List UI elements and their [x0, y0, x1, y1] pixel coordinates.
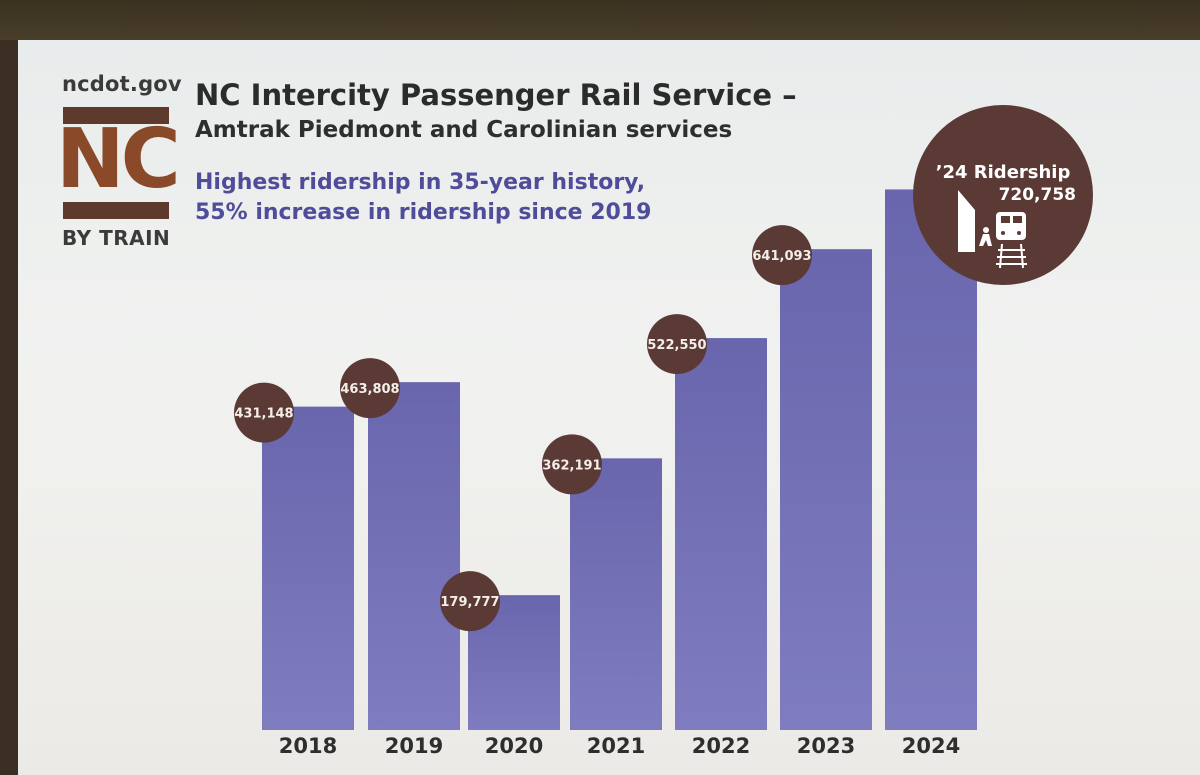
- data-label-bubble: [234, 382, 294, 443]
- data-label-bubble: [340, 358, 400, 419]
- data-label-bubble: [752, 225, 812, 286]
- x-tick-label: 2019: [385, 734, 443, 758]
- highlight-line-1: Highest ridership in 35-year history,: [195, 170, 646, 195]
- logo-bar-top: [63, 107, 169, 124]
- bar-2019: [368, 382, 460, 730]
- train-platform-icon: [958, 190, 1027, 269]
- x-tick-label: 2021: [587, 734, 645, 758]
- ridership-2024-callout: ’24 Ridership 720,758: [913, 105, 1093, 285]
- data-label: 641,093: [752, 249, 811, 264]
- data-label: 362,191: [542, 458, 601, 473]
- chart-title: NC Intercity Passenger Rail Service –: [195, 78, 797, 112]
- top-band: [0, 0, 1200, 45]
- callout-line-1: ’24 Ridership: [936, 162, 1071, 183]
- logo-sub: BY TRAIN: [62, 226, 171, 250]
- data-label: 431,148: [234, 407, 293, 422]
- chart-subtitle: Amtrak Piedmont and Carolinian services: [195, 117, 733, 143]
- data-label: 179,777: [440, 595, 499, 610]
- logo-nc: NC: [56, 112, 181, 207]
- data-label: 522,550: [647, 338, 706, 353]
- data-label-bubble: [440, 571, 500, 632]
- data-label-bubble: [542, 434, 602, 495]
- bar-2022: [675, 338, 767, 730]
- bar-2024: [885, 189, 977, 730]
- x-tick-label: 2022: [692, 734, 750, 758]
- bar-2021: [570, 458, 662, 730]
- x-tick-label: 2020: [485, 734, 543, 758]
- bar-2023: [780, 249, 872, 731]
- data-label-bubble: [647, 314, 707, 375]
- callout-line-2: 720,758: [999, 185, 1076, 205]
- highlight-line-2: 55% increase in ridership since 2019: [195, 200, 652, 225]
- bar-2018: [262, 406, 354, 730]
- brand-site: ncdot.gov: [62, 72, 182, 96]
- x-tick-label: 2018: [279, 734, 337, 758]
- left-edge: [0, 40, 18, 775]
- x-tick-label: 2024: [902, 734, 960, 758]
- x-tick-label: 2023: [797, 734, 855, 758]
- data-label: 463,808: [340, 382, 399, 397]
- logo-bar-bottom: [63, 202, 169, 219]
